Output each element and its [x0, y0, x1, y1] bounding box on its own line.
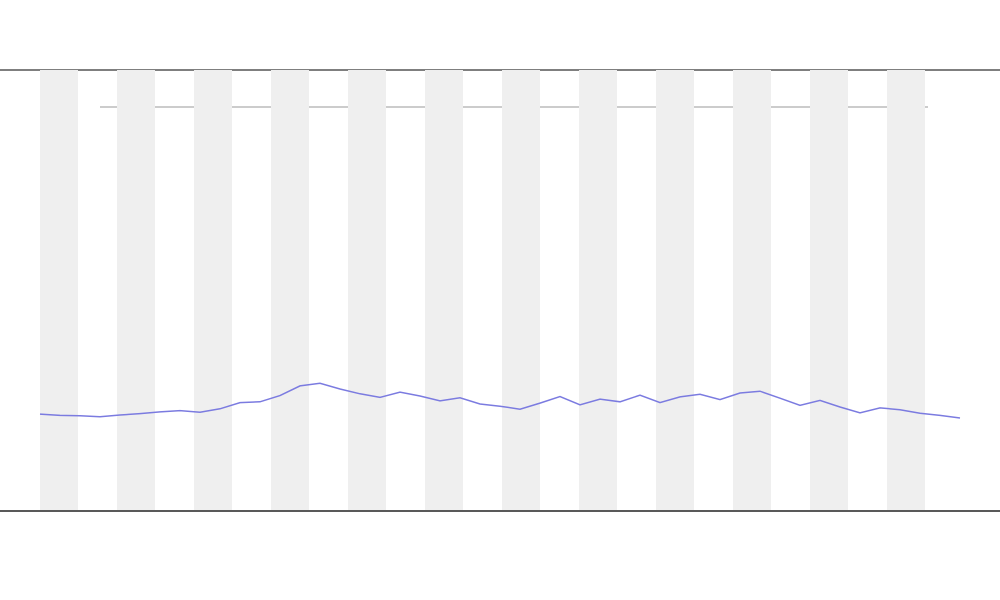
shaded-band	[348, 70, 386, 510]
shaded-band	[733, 70, 771, 510]
shaded-bands	[40, 70, 925, 510]
shaded-band	[271, 70, 309, 510]
series-line	[39, 382, 961, 419]
plot-area	[39, 382, 961, 419]
shaded-band	[656, 70, 694, 510]
shaded-band	[194, 70, 232, 510]
shaded-band	[425, 70, 463, 510]
shaded-band	[502, 70, 540, 510]
shaded-band	[40, 70, 78, 510]
shaded-band	[810, 70, 848, 510]
shaded-band	[117, 70, 155, 510]
shaded-band	[579, 70, 617, 510]
shaded-band	[887, 70, 925, 510]
